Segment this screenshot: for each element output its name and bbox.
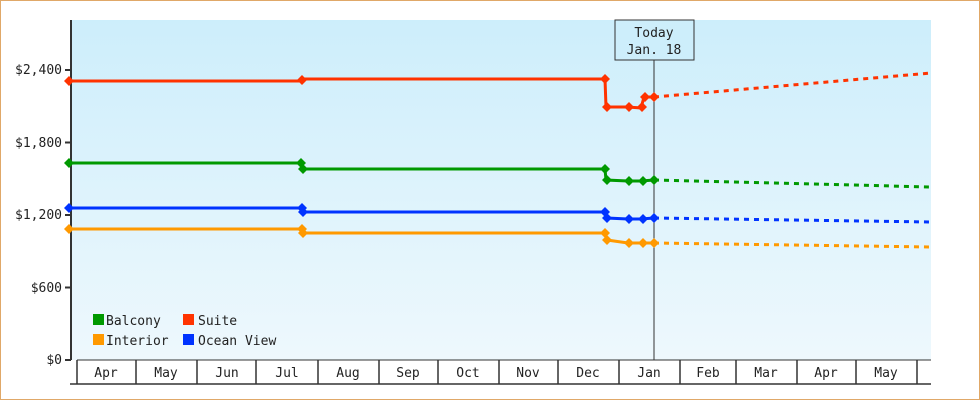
legend-label: Suite bbox=[198, 314, 237, 329]
legend-swatch bbox=[93, 334, 104, 345]
x-tick-label: Oct bbox=[456, 366, 479, 381]
today-label-box bbox=[614, 19, 695, 61]
x-tick-label: Nov bbox=[516, 366, 540, 381]
x-tick-label: Sep bbox=[396, 366, 420, 381]
legend-swatch bbox=[183, 334, 194, 345]
y-tick-label: $0 bbox=[46, 353, 62, 368]
x-tick-label: Jun bbox=[215, 366, 238, 381]
x-tick-label: Aug bbox=[336, 366, 359, 381]
plot-area bbox=[71, 20, 931, 360]
y-tick-label: $2,400 bbox=[15, 63, 62, 78]
series-balcony bbox=[64, 158, 932, 189]
x-tick-label: Apr bbox=[94, 366, 118, 381]
x-tick-label: Feb bbox=[696, 366, 720, 381]
x-tick-label: Jul bbox=[275, 366, 298, 381]
legend: Balcony Suite Interior Ocean View bbox=[93, 314, 276, 349]
legend-item-interior[interactable]: Interior bbox=[93, 334, 169, 349]
y-ticks: $0 $600 $1,200 $1,800 $2,400 bbox=[15, 63, 71, 368]
legend-item-ocean-view[interactable]: Ocean View bbox=[183, 334, 276, 349]
y-tick-label: $600 bbox=[31, 281, 62, 296]
legend-item-balcony[interactable]: Balcony bbox=[93, 314, 161, 329]
today-date: Jan. 18 bbox=[627, 43, 682, 58]
legend-label: Balcony bbox=[106, 314, 161, 329]
x-tick-label: May bbox=[874, 366, 898, 381]
today-label: Today bbox=[634, 26, 673, 41]
series-ocean-view bbox=[64, 203, 932, 224]
y-tick-label: $1,200 bbox=[15, 208, 62, 223]
x-tick-label: May bbox=[154, 366, 178, 381]
x-tick-label: Mar bbox=[754, 366, 778, 381]
x-tick-label: Apr bbox=[814, 366, 838, 381]
x-tick-label: Jan bbox=[637, 366, 660, 381]
legend-label: Interior bbox=[106, 334, 169, 349]
series-interior bbox=[64, 224, 932, 249]
legend-swatch bbox=[183, 314, 194, 325]
legend-label: Ocean View bbox=[198, 334, 276, 349]
legend-swatch bbox=[93, 314, 104, 325]
x-tick-label: Dec bbox=[576, 366, 599, 381]
series-suite bbox=[64, 71, 932, 112]
y-tick-label: $1,800 bbox=[15, 136, 62, 151]
legend-item-suite[interactable]: Suite bbox=[183, 314, 237, 329]
x-axis: Apr May Jun Jul Aug Sep Oct Nov Dec Jan … bbox=[70, 359, 931, 385]
